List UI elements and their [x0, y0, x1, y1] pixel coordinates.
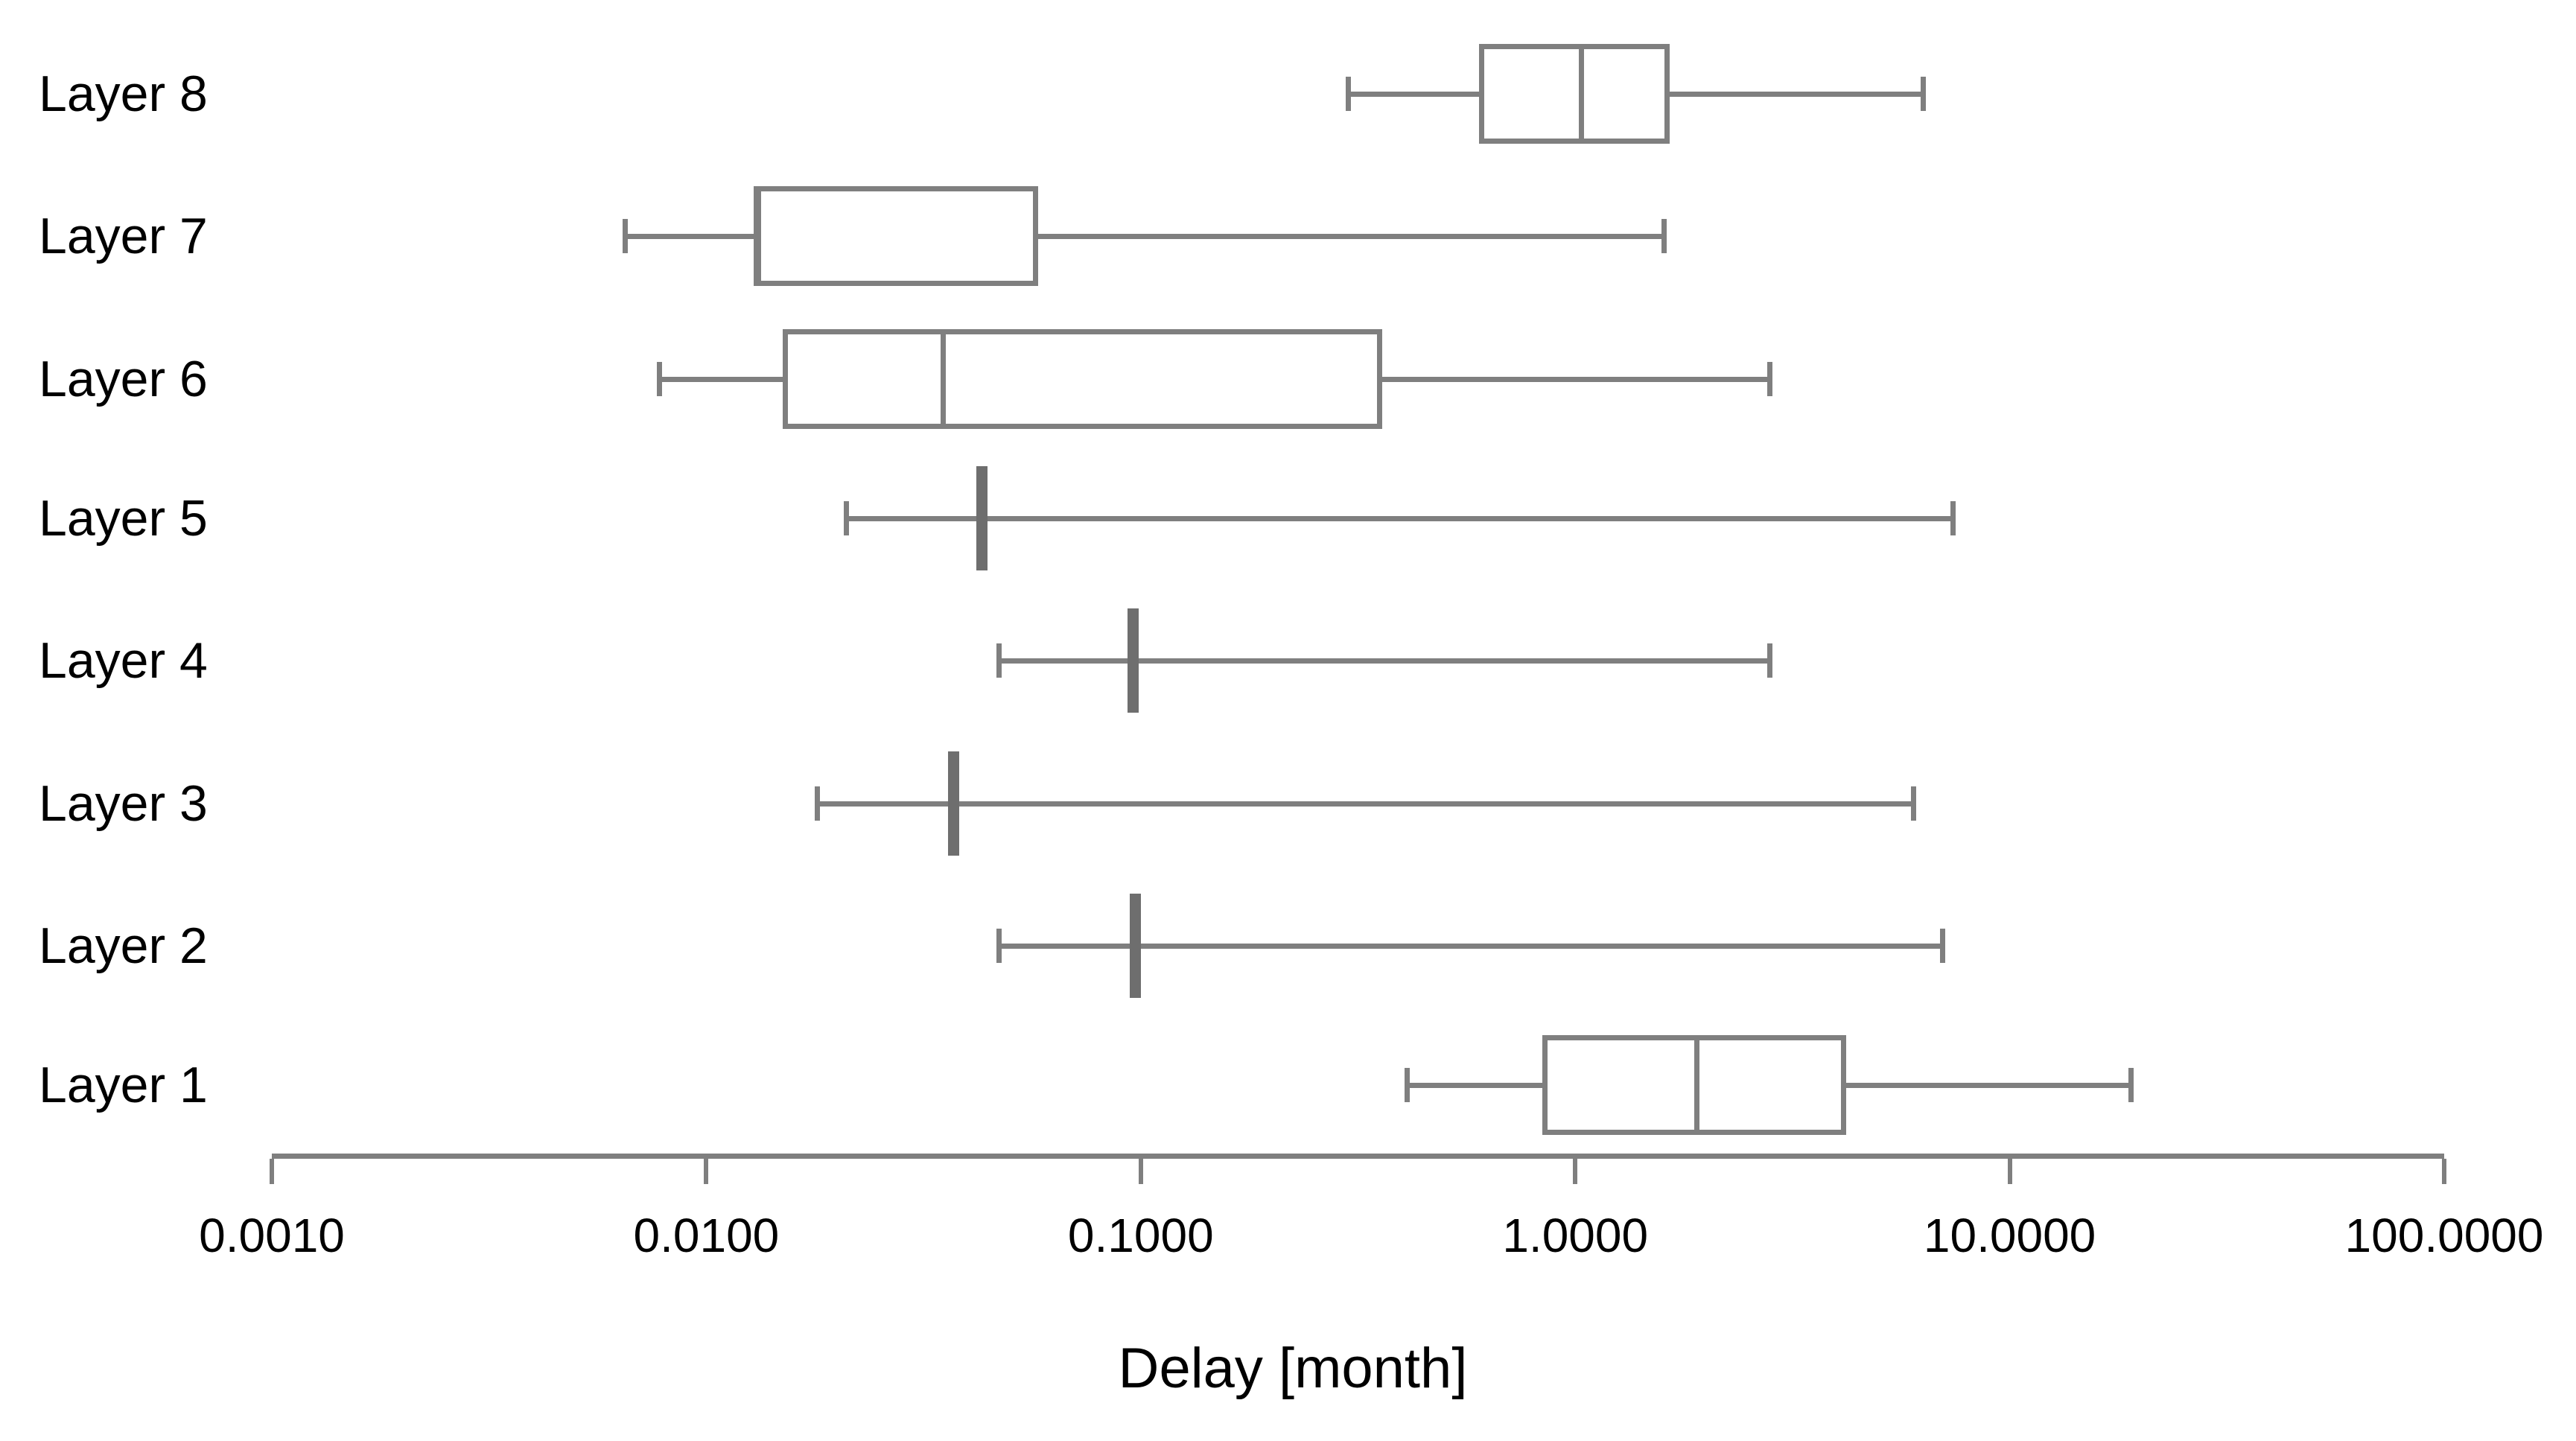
y-axis-label: Layer 8 — [39, 66, 208, 122]
x-tick-label: 1.0000 — [1502, 1209, 1649, 1262]
median-bar — [947, 751, 959, 856]
median-line — [1578, 44, 1584, 144]
whisker-line — [817, 801, 1914, 807]
whisker-lower-line — [1407, 1083, 1543, 1088]
whisker-upper-line — [1845, 1083, 2131, 1088]
whisker-low-cap — [815, 786, 821, 821]
whisker-high-cap — [1920, 77, 1926, 111]
whisker-high-cap — [1767, 362, 1773, 396]
whisker-line — [998, 944, 1943, 949]
whisker-low-cap — [1346, 77, 1352, 111]
whisker-line — [998, 658, 1770, 664]
median-line — [753, 186, 759, 286]
median-line — [940, 329, 946, 429]
whisker-high-cap — [1950, 501, 1956, 535]
x-tick-label: 10.0000 — [1923, 1209, 2096, 1262]
y-axis-label: Layer 5 — [39, 490, 208, 547]
median-bar — [1128, 608, 1139, 713]
x-axis-tick — [704, 1159, 709, 1184]
whisker-upper-line — [1382, 377, 1770, 382]
whisker-high-cap — [1940, 929, 1946, 963]
y-axis-label: Layer 6 — [39, 351, 208, 407]
whisker-high-cap — [2128, 1068, 2134, 1102]
x-axis-title: Delay [month] — [1118, 1337, 1468, 1400]
whisker-low-cap — [657, 362, 663, 396]
iqr-box — [1478, 44, 1670, 144]
x-axis-tick — [2007, 1159, 2012, 1184]
whisker-line — [846, 516, 1953, 521]
whisker-high-cap — [1911, 786, 1917, 821]
whisker-lower-line — [659, 377, 783, 382]
x-axis-tick — [270, 1159, 274, 1184]
x-tick-label: 0.0100 — [633, 1209, 780, 1262]
median-line — [1694, 1035, 1699, 1135]
whisker-upper-line — [1037, 234, 1664, 239]
x-axis-line — [272, 1154, 2444, 1159]
iqr-box — [755, 186, 1038, 286]
x-tick-label: 100.0000 — [2344, 1209, 2544, 1262]
whisker-low-cap — [623, 219, 629, 253]
x-axis-tick — [2442, 1159, 2446, 1184]
whisker-upper-line — [1670, 92, 1923, 97]
y-axis-label: Layer 2 — [39, 917, 208, 974]
median-bar — [1130, 894, 1142, 998]
y-axis-label: Layer 3 — [39, 775, 208, 832]
y-axis-label: Layer 4 — [39, 632, 208, 689]
whisker-lower-line — [1348, 92, 1479, 97]
x-axis-tick — [1573, 1159, 1578, 1184]
whisker-high-cap — [1661, 219, 1667, 253]
x-tick-label: 0.0010 — [199, 1209, 345, 1262]
whisker-low-cap — [996, 643, 1002, 678]
y-axis-label: Layer 1 — [39, 1057, 208, 1113]
iqr-box — [783, 329, 1383, 429]
whisker-low-cap — [996, 929, 1002, 963]
whisker-low-cap — [1405, 1068, 1411, 1102]
whisker-low-cap — [844, 501, 850, 535]
y-axis-label: Layer 7 — [39, 208, 208, 264]
x-axis-tick — [1138, 1159, 1143, 1184]
whisker-lower-line — [625, 234, 756, 239]
median-bar — [976, 466, 988, 570]
whisker-high-cap — [1767, 643, 1773, 678]
x-tick-label: 0.1000 — [1067, 1209, 1214, 1262]
